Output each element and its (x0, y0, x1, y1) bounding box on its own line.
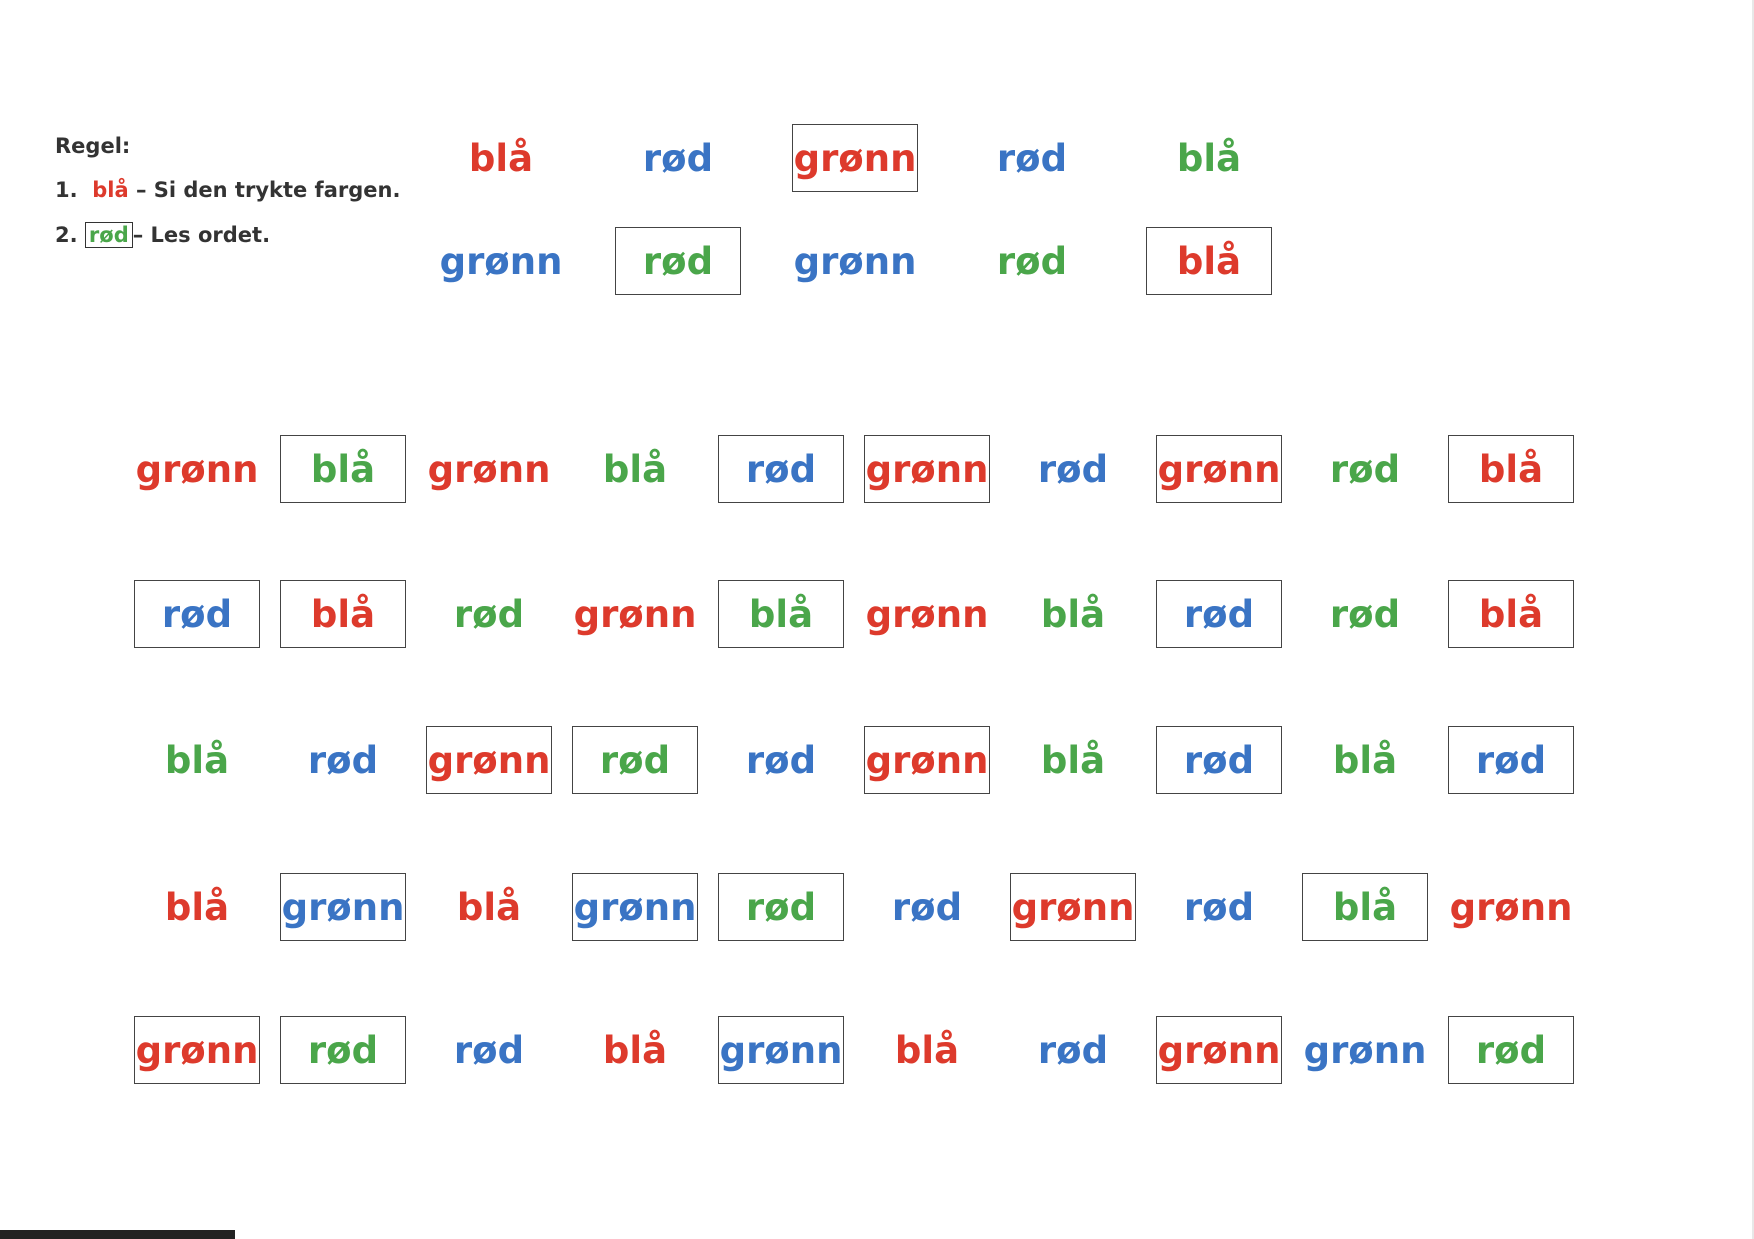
rule-1: 1. blå – Si den trykte fargen. (55, 178, 400, 202)
color-word: rød (1302, 580, 1428, 648)
boxed-color-word: rød (718, 873, 844, 941)
color-word: blå (1146, 124, 1272, 192)
color-word: rød (615, 124, 741, 192)
rule-2-number: 2. (55, 223, 78, 247)
boxed-color-word: rød (280, 1016, 406, 1084)
rule-2: 2. rød – Les ordet. (55, 222, 270, 248)
rule-2-example-box: rød (85, 222, 133, 248)
color-word: grønn (438, 227, 564, 295)
color-word: grønn (1302, 1016, 1428, 1084)
color-word: rød (1010, 1016, 1136, 1084)
boxed-color-word: blå (1302, 873, 1428, 941)
boxed-color-word: grønn (792, 124, 918, 192)
boxed-color-word: blå (1448, 435, 1574, 503)
rules-title: Regel: (55, 134, 130, 158)
color-word: blå (1010, 726, 1136, 794)
boxed-color-word: grønn (280, 873, 406, 941)
color-word: rød (1010, 435, 1136, 503)
boxed-color-word: blå (1146, 227, 1272, 295)
color-word: blå (572, 435, 698, 503)
color-word: blå (1302, 726, 1428, 794)
color-word: blå (426, 873, 552, 941)
color-word: rød (969, 227, 1095, 295)
color-word: rød (1156, 873, 1282, 941)
boxed-color-word: grønn (426, 726, 552, 794)
boxed-color-word: blå (280, 580, 406, 648)
color-word: grønn (426, 435, 552, 503)
boxed-color-word: rød (615, 227, 741, 295)
rule-2-text: – Les ordet. (133, 223, 270, 247)
boxed-color-word: grønn (864, 726, 990, 794)
boxed-color-word: rød (718, 435, 844, 503)
color-word: blå (134, 726, 260, 794)
color-word: rød (969, 124, 1095, 192)
color-word: blå (572, 1016, 698, 1084)
boxed-color-word: grønn (1156, 1016, 1282, 1084)
boxed-color-word: rød (572, 726, 698, 794)
rule-1-text: – Si den trykte fargen. (136, 178, 401, 202)
boxed-color-word: grønn (1010, 873, 1136, 941)
boxed-color-word: blå (718, 580, 844, 648)
rule-2-example-word: rød (89, 223, 129, 247)
color-word: grønn (792, 227, 918, 295)
color-word: rød (280, 726, 406, 794)
boxed-color-word: grønn (134, 1016, 260, 1084)
boxed-color-word: rød (1448, 1016, 1574, 1084)
color-word: grønn (864, 580, 990, 648)
color-word: rød (426, 1016, 552, 1084)
color-word: grønn (1448, 873, 1574, 941)
color-word: blå (1010, 580, 1136, 648)
color-word: rød (1302, 435, 1428, 503)
scan-edge-mark (0, 1230, 235, 1239)
boxed-color-word: grønn (1156, 435, 1282, 503)
color-word: blå (134, 873, 260, 941)
color-word: rød (718, 726, 844, 794)
color-word: grønn (134, 435, 260, 503)
boxed-color-word: grønn (718, 1016, 844, 1084)
boxed-color-word: rød (1156, 726, 1282, 794)
color-word: blå (438, 124, 564, 192)
boxed-color-word: blå (280, 435, 406, 503)
color-word: rød (864, 873, 990, 941)
color-word: blå (864, 1016, 990, 1084)
boxed-color-word: grønn (864, 435, 990, 503)
color-word: rød (426, 580, 552, 648)
boxed-color-word: blå (1448, 580, 1574, 648)
color-word: grønn (572, 580, 698, 648)
rule-1-example-word: blå (92, 178, 128, 202)
rule-1-number: 1. (55, 178, 78, 202)
boxed-color-word: grønn (572, 873, 698, 941)
boxed-color-word: rød (134, 580, 260, 648)
boxed-color-word: rød (1448, 726, 1574, 794)
boxed-color-word: rød (1156, 580, 1282, 648)
